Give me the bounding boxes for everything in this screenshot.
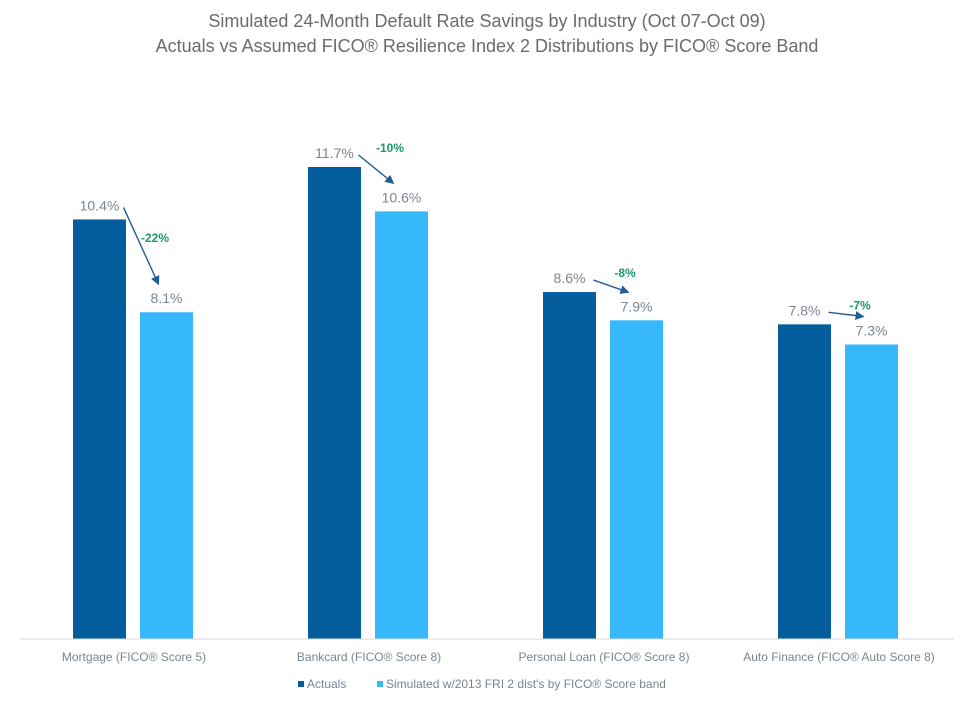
change-arrow-3 xyxy=(828,311,865,321)
value-label-simulated-1: 10.6% xyxy=(382,189,422,205)
change-arrow-1 xyxy=(358,154,395,185)
category-label-3: Auto Finance (FICO® Auto Score 8) xyxy=(743,650,935,664)
value-label-actuals-3: 7.8% xyxy=(789,302,821,318)
chart-subtitle: Actuals vs Assumed FICO® Resilience Inde… xyxy=(156,36,819,56)
change-label-3: -7% xyxy=(849,298,871,312)
value-label-simulated-3: 7.3% xyxy=(856,323,888,339)
chart-title: Simulated 24-Month Default Rate Savings … xyxy=(208,11,765,31)
bar-simulated-3 xyxy=(845,344,898,639)
change-arrow-0 xyxy=(122,207,160,286)
bar-simulated-1 xyxy=(375,211,428,639)
bars-group: 10.4% 8.1% -22% Mortgage (FICO® Score 5) 11.… xyxy=(62,141,935,664)
bar-actuals-2 xyxy=(543,292,596,639)
change-label-0: -22% xyxy=(141,231,169,245)
legend-label-0: Actuals xyxy=(307,677,346,691)
category-label-1: Bankcard (FICO® Score 8) xyxy=(297,650,441,664)
category-label-2: Personal Loan (FICO® Score 8) xyxy=(519,650,690,664)
bar-simulated-0 xyxy=(140,312,193,639)
change-label-1: -10% xyxy=(376,141,404,155)
value-label-actuals-0: 10.4% xyxy=(80,197,120,213)
change-arrow-2 xyxy=(593,279,630,294)
value-label-simulated-0: 8.1% xyxy=(151,290,183,306)
legend-swatch-0 xyxy=(298,681,304,687)
change-label-2: -8% xyxy=(614,266,636,280)
bar-actuals-3 xyxy=(778,324,831,639)
bar-actuals-1 xyxy=(308,167,361,639)
category-label-0: Mortgage (FICO® Score 5) xyxy=(62,650,206,664)
value-label-actuals-2: 8.6% xyxy=(554,270,586,286)
legend-label-1: Simulated w/2013 FRI 2 dist's by FICO® S… xyxy=(386,677,666,691)
bar-actuals-0 xyxy=(73,219,126,639)
bar-simulated-2 xyxy=(610,320,663,639)
legend-swatch-1 xyxy=(377,681,383,687)
value-label-simulated-2: 7.9% xyxy=(621,298,653,314)
value-label-actuals-1: 11.7% xyxy=(315,145,354,161)
legend: Actuals Simulated w/2013 FRI 2 dist's by … xyxy=(298,677,666,691)
